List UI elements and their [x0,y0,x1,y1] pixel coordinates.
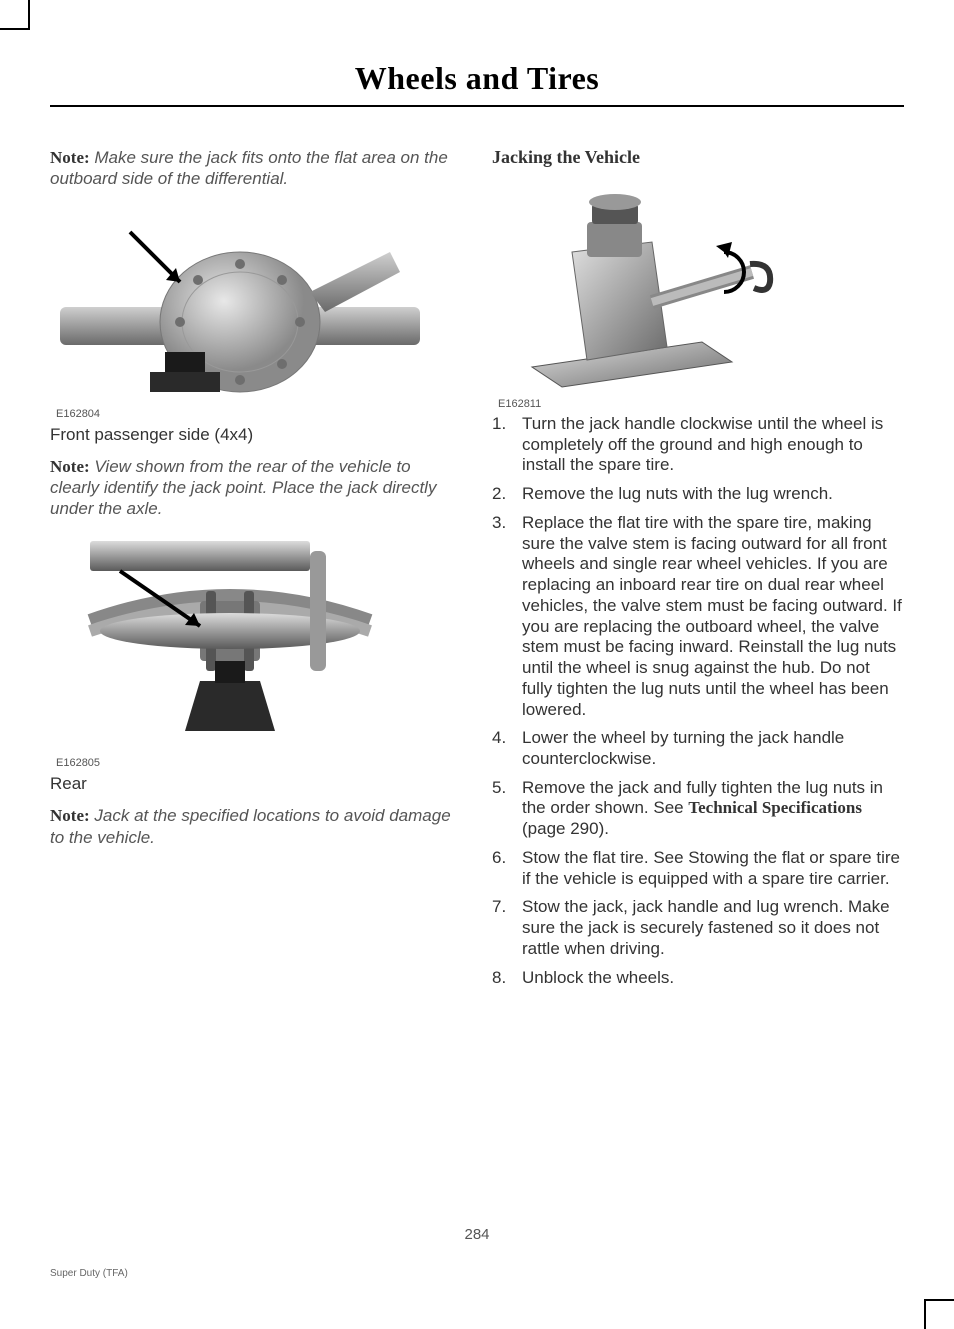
crop-mark [0,28,30,30]
figure-caption: Rear [50,773,462,795]
figure-code: E162804 [56,408,462,420]
step-item: Unblock the wheels. [492,968,904,989]
page-content: Wheels and Tires Note: Make sure the jac… [50,60,904,1279]
note-text: Make sure the jack fits onto the flat ar… [50,148,448,188]
cross-ref-link[interactable]: Technical Specifications [688,798,862,817]
crop-mark [28,0,30,30]
step-item: Remove the lug nuts with the lug wrench. [492,484,904,505]
page-title: Wheels and Tires [50,60,904,97]
differential-illustration [50,202,420,402]
crop-mark [924,1299,954,1301]
note-text: View shown from the rear of the vehicle … [50,457,436,519]
note-text: Jack at the specified locations to avoid… [50,806,451,846]
step-item: Stow the flat tire. See Stowing the flat… [492,848,904,889]
figure-caption: Front passenger side (4x4) [50,424,462,446]
page-header: Wheels and Tires [50,60,904,107]
note-block: Note: View shown from the rear of the ve… [50,456,462,520]
right-column: Jacking the Vehicle [492,147,904,996]
step-suffix: (page 290). [522,819,609,838]
page-number: 284 [50,1226,904,1243]
step-item: Stow the jack, jack handle and lug wrenc… [492,897,904,959]
step-item: Turn the jack handle clockwise until the… [492,414,904,476]
note-label: Note: [50,806,90,825]
rear-axle-illustration [50,531,420,751]
jack-illustration [492,182,792,392]
footer-text: Super Duty (TFA) [50,1268,128,1279]
two-column-layout: Note: Make sure the jack fits onto the f… [50,147,904,996]
note-label: Note: [50,457,90,476]
note-block: Note: Jack at the specified locations to… [50,805,462,848]
step-item: Remove the jack and fully tighten the lu… [492,778,904,840]
step-item: Lower the wheel by turning the jack hand… [492,728,904,769]
crop-mark [924,1299,926,1329]
section-subhead: Jacking the Vehicle [492,147,904,168]
step-item: Replace the flat tire with the spare tir… [492,513,904,720]
note-label: Note: [50,148,90,167]
figure-differential [50,202,462,402]
procedure-steps: Turn the jack handle clockwise until the… [492,414,904,988]
left-column: Note: Make sure the jack fits onto the f… [50,147,462,996]
note-block: Note: Make sure the jack fits onto the f… [50,147,462,190]
figure-code: E162811 [498,398,904,410]
figure-code: E162805 [56,757,462,769]
figure-rear-axle [50,531,462,751]
figure-jack [492,182,904,392]
